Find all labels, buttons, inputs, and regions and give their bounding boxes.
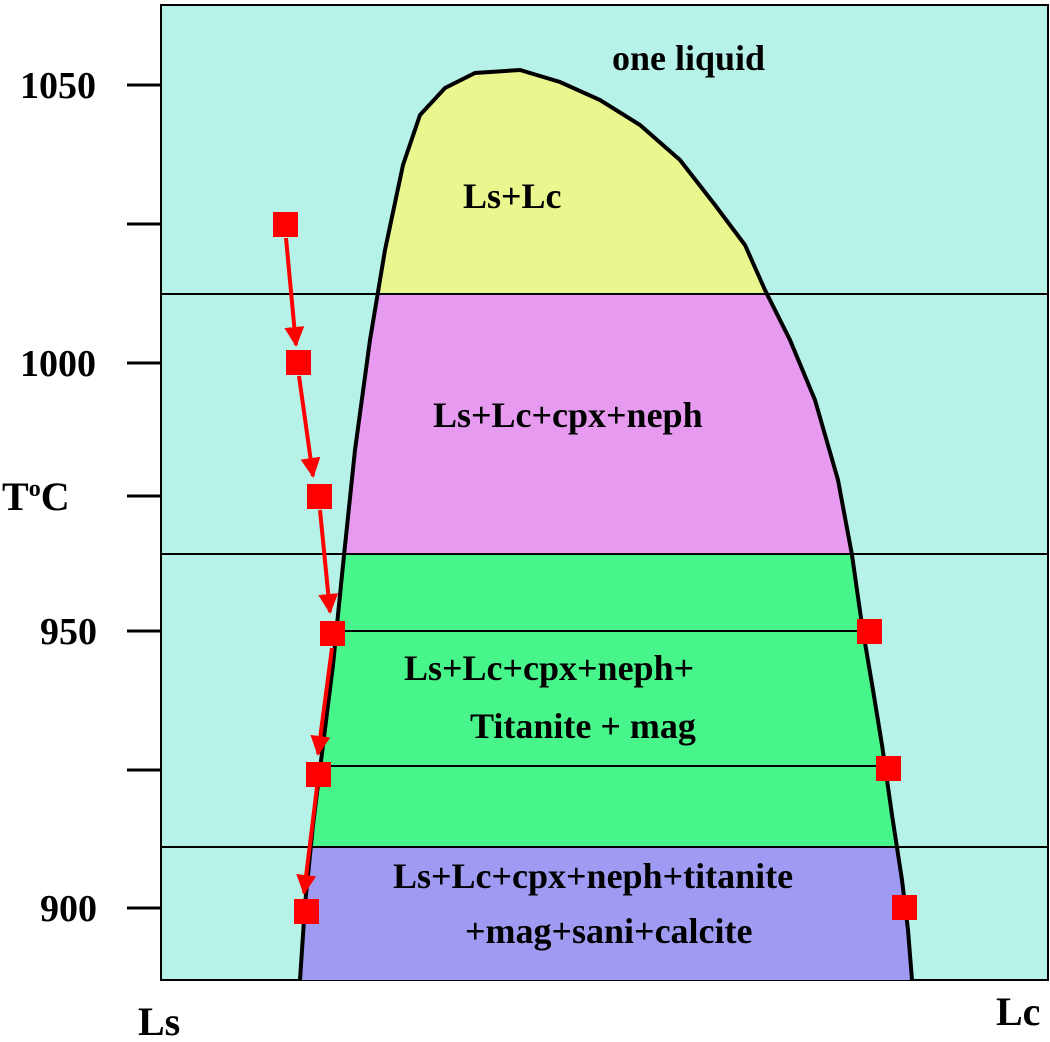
titanite-mag-label-2: Titanite + mag [470, 706, 696, 746]
path-marker-900-left [294, 899, 319, 924]
path-marker-975 [307, 484, 332, 509]
path-arrow [318, 509, 339, 614]
path-arrow [310, 647, 334, 756]
path-arrow [284, 237, 305, 347]
crystallization-path [284, 237, 339, 895]
x-axis-right-label: Lc [996, 989, 1040, 1034]
y-tick-label-1050: 1050 [20, 65, 96, 107]
solvus-curve [298, 67, 914, 981]
path-marker-1000 [286, 350, 311, 375]
calcite-label-1: Ls+Lc+cpx+neph+titanite [393, 856, 793, 896]
path-markers [273, 212, 917, 924]
path-marker-950-left [320, 621, 345, 646]
path-marker-925-left [306, 762, 331, 787]
titanite-mag-field [300, 554, 912, 847]
ls-lc-label: Ls+Lc [463, 176, 562, 216]
y-tick-label-1000: 1000 [20, 343, 96, 385]
path-arrow [297, 375, 321, 478]
y-axis-label: ToC [2, 474, 70, 519]
y-tick-label-950: 950 [40, 611, 97, 653]
path-marker-900-right [892, 895, 917, 920]
one-liquid-label: one liquid [612, 38, 765, 78]
path-arrow [296, 786, 319, 895]
y-tick-label-900: 900 [40, 888, 97, 930]
x-axis-left-label: Ls [138, 999, 180, 1042]
titanite-mag-label-1: Ls+Lc+cpx+neph+ [404, 648, 694, 688]
path-marker-950-right [857, 619, 882, 644]
path-marker-1025 [273, 212, 298, 237]
calcite-label-2: +mag+sani+calcite [465, 911, 753, 951]
ls-lc-cpx-neph-label: Ls+Lc+cpx+neph [433, 395, 703, 435]
path-marker-925-right [876, 756, 901, 781]
calcite-field [300, 847, 912, 980]
